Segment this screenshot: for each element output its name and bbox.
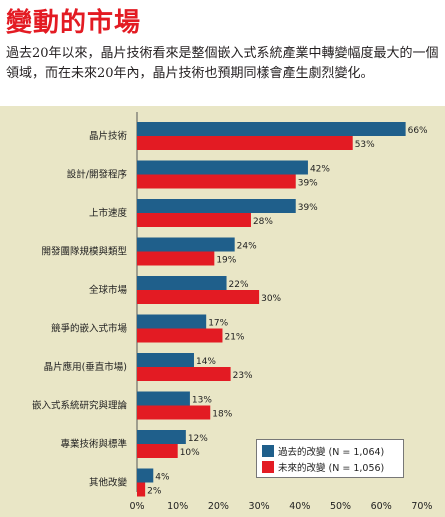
data-label: 66% [408,126,428,136]
legend: 過去的改變 (N = 1,064) 未來的改變 (N = 1,056) [256,439,404,478]
data-label: 2% [147,487,162,497]
data-label: 53% [355,140,375,150]
bar-past [137,468,154,483]
bar-past [137,430,186,444]
bar-future [137,405,211,420]
legend-item-past: 過去的改變 (N = 1,064) [262,444,384,458]
x-tick-label: 30% [249,501,270,512]
category-label: 開發團隊規模與類型 [41,246,127,258]
category-label: 其他改變 [89,477,128,489]
data-label: 17% [208,319,228,329]
x-tick-label: 40% [289,501,310,512]
legend-label-future: 未來的改變 (N = 1,056) [278,463,385,474]
bar-past [137,353,194,367]
category-label: 晶片技術 [89,130,128,142]
data-label: 22% [229,280,249,290]
category-label: 全球市場 [89,284,128,296]
bar-future [137,444,178,458]
data-label: 23% [233,371,253,381]
x-tick-label: 70% [411,501,432,512]
intro-paragraph: 過去20年以來，晶片技術看來是整個嵌入式系統產業中轉變幅度最大的一個領域，而在未… [6,46,439,81]
data-label: 30% [261,294,281,304]
data-label: 18% [212,410,232,420]
category-label: 專業技術與標準 [60,438,127,450]
data-label: 19% [216,256,236,266]
data-label: 13% [192,396,212,406]
category-label: 嵌入式系統研究與理論 [32,400,128,412]
bar-past [137,276,227,290]
bar-future [137,174,296,189]
category-label: 晶片應用(垂直市場) [44,361,127,373]
data-label: 14% [196,357,216,367]
bar-future [137,328,223,343]
category-label: 競爭的嵌入式市場 [51,323,128,335]
legend-item-future: 未來的改變 (N = 1,056) [262,460,384,474]
category-label: 上市速度 [89,207,128,219]
data-label: 39% [298,203,318,213]
chart-title: 變動的市場 [6,8,142,38]
x-tick-label: 50% [330,501,351,512]
legend-label-past: 過去的改變 (N = 1,064) [278,447,385,458]
data-label: 21% [224,333,244,343]
bar-past [137,237,235,252]
data-label: 28% [253,217,273,227]
bar-future [137,367,231,381]
legend-swatch-past [262,445,274,457]
x-tick-label: 60% [371,501,392,512]
bar-past [137,122,406,136]
category-label: 設計/開發程序 [67,169,128,181]
bar-past [137,160,308,175]
data-label: 24% [237,242,257,252]
data-label: 39% [298,179,318,189]
bar-future [137,136,353,150]
bar-future [137,290,260,304]
x-tick-label: 20% [208,501,229,512]
bar-past [137,199,296,213]
bar-future [137,482,146,497]
bar-future [137,213,251,227]
bar-past [137,391,190,406]
data-label: 42% [310,165,330,175]
data-label: 10% [180,448,200,458]
x-tick-label: 0% [129,501,144,512]
data-label: 12% [188,434,208,444]
bar-future [137,251,215,266]
x-tick-label: 10% [167,501,188,512]
data-label: 4% [155,473,170,483]
legend-swatch-future [262,461,274,473]
bar-past [137,314,207,329]
